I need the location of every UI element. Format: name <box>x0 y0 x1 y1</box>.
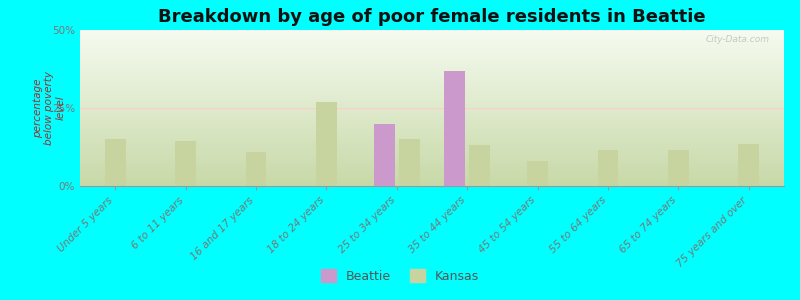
Y-axis label: percentage
below poverty
level: percentage below poverty level <box>33 71 66 145</box>
Bar <box>316 102 337 186</box>
Bar <box>175 141 196 186</box>
Bar <box>105 139 126 186</box>
Bar <box>374 124 395 186</box>
Bar <box>527 161 548 186</box>
Bar <box>598 150 618 186</box>
Bar <box>738 144 759 186</box>
Text: City-Data.com: City-Data.com <box>706 35 770 44</box>
Title: Breakdown by age of poor female residents in Beattie: Breakdown by age of poor female resident… <box>158 8 706 26</box>
Bar <box>668 150 689 186</box>
Legend: Beattie, Kansas: Beattie, Kansas <box>316 264 484 288</box>
Bar <box>246 152 266 186</box>
Bar <box>445 70 466 186</box>
Bar <box>398 139 419 186</box>
Bar <box>469 146 490 186</box>
